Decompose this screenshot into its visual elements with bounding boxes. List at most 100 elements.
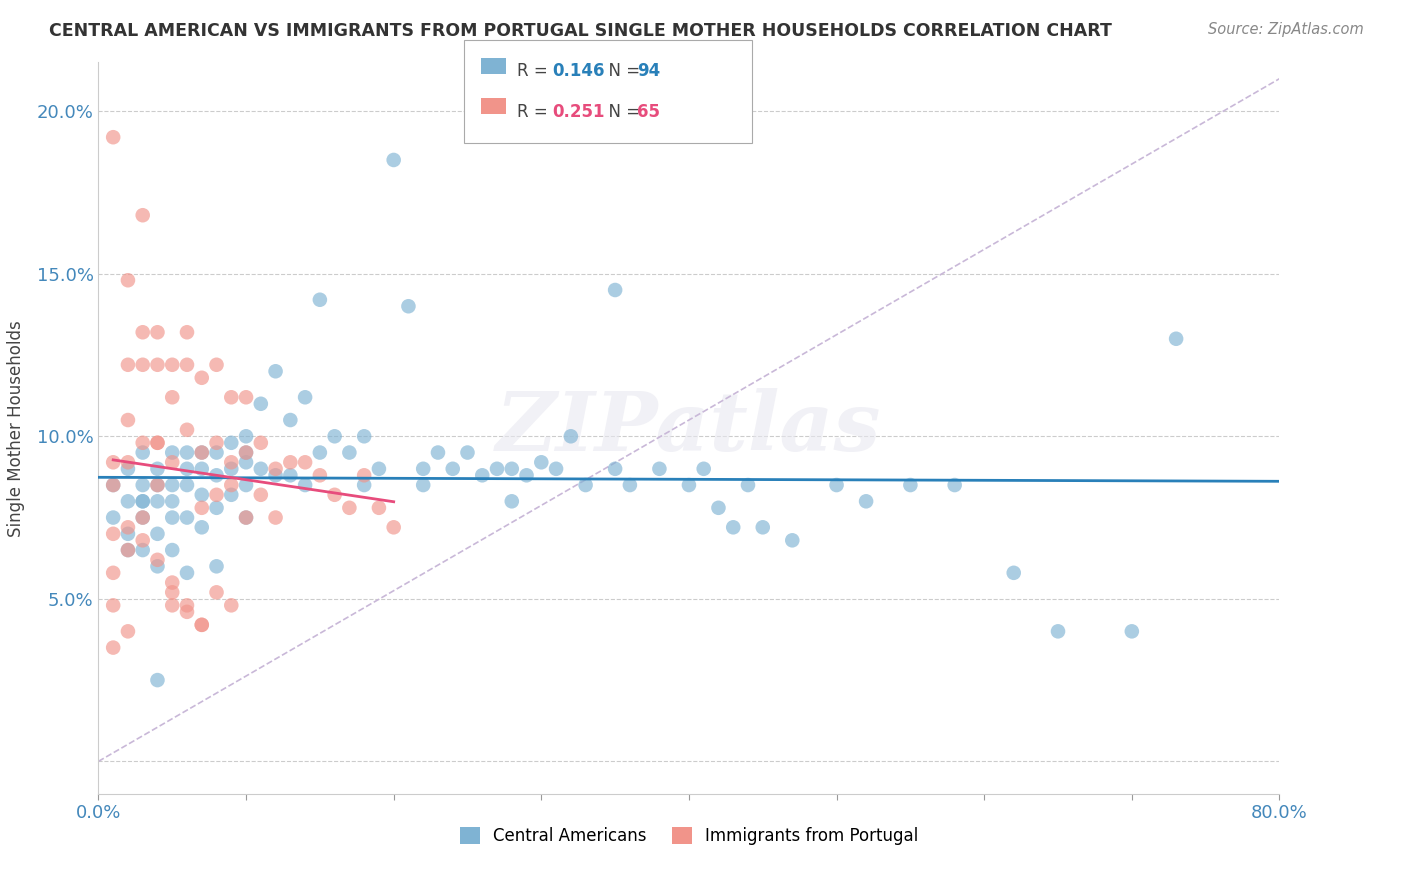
Point bbox=[264, 510, 287, 524]
Point bbox=[191, 445, 214, 459]
Point bbox=[132, 543, 155, 558]
Point bbox=[309, 445, 332, 459]
Point bbox=[605, 283, 627, 297]
Point bbox=[132, 510, 155, 524]
Text: 65: 65 bbox=[637, 103, 659, 120]
Point bbox=[943, 478, 966, 492]
Point bbox=[103, 455, 125, 469]
Point bbox=[176, 325, 198, 339]
Point bbox=[205, 468, 228, 483]
Point bbox=[103, 478, 125, 492]
Point bbox=[162, 445, 183, 459]
Point bbox=[1046, 624, 1070, 639]
Point bbox=[855, 494, 877, 508]
Text: ZIPatlas: ZIPatlas bbox=[496, 388, 882, 468]
Point bbox=[471, 468, 494, 483]
Point bbox=[191, 488, 214, 502]
Text: 0.146: 0.146 bbox=[553, 62, 605, 80]
Text: CENTRAL AMERICAN VS IMMIGRANTS FROM PORTUGAL SINGLE MOTHER HOUSEHOLDS CORRELATIO: CENTRAL AMERICAN VS IMMIGRANTS FROM PORT… bbox=[49, 22, 1112, 40]
Point bbox=[353, 468, 375, 483]
Point bbox=[1121, 624, 1143, 639]
Point bbox=[191, 617, 214, 632]
Point bbox=[723, 520, 745, 534]
Point bbox=[294, 455, 316, 469]
Point bbox=[235, 445, 257, 459]
Point bbox=[560, 429, 582, 443]
Point bbox=[825, 478, 848, 492]
Point bbox=[264, 364, 287, 378]
Point bbox=[353, 429, 375, 443]
Point bbox=[117, 543, 139, 558]
Point bbox=[132, 445, 155, 459]
Point bbox=[235, 455, 257, 469]
Point bbox=[191, 462, 214, 476]
Point bbox=[132, 358, 155, 372]
Point bbox=[132, 494, 155, 508]
Point bbox=[250, 397, 273, 411]
Point bbox=[191, 371, 214, 385]
Point bbox=[605, 462, 627, 476]
Point bbox=[146, 435, 169, 450]
Legend: Central Americans, Immigrants from Portugal: Central Americans, Immigrants from Portu… bbox=[453, 820, 925, 851]
Point bbox=[737, 478, 759, 492]
Point bbox=[221, 462, 243, 476]
Point bbox=[146, 526, 169, 541]
Point bbox=[486, 462, 509, 476]
Point bbox=[176, 358, 198, 372]
Point bbox=[205, 435, 228, 450]
Text: R =: R = bbox=[517, 62, 554, 80]
Point bbox=[162, 455, 183, 469]
Point bbox=[176, 599, 198, 613]
Text: R =: R = bbox=[517, 103, 554, 120]
Point bbox=[782, 533, 804, 548]
Point bbox=[235, 429, 257, 443]
Point bbox=[146, 673, 169, 687]
Point bbox=[176, 462, 198, 476]
Point bbox=[117, 494, 139, 508]
Point bbox=[162, 575, 183, 590]
Point bbox=[235, 445, 257, 459]
Text: N =: N = bbox=[598, 62, 645, 80]
Point bbox=[146, 553, 169, 567]
Point bbox=[648, 462, 671, 476]
Point bbox=[309, 293, 332, 307]
Point bbox=[427, 445, 450, 459]
Point bbox=[117, 462, 139, 476]
Point bbox=[250, 462, 273, 476]
Point bbox=[221, 455, 243, 469]
Point bbox=[280, 413, 302, 427]
Point bbox=[146, 358, 169, 372]
Point bbox=[191, 617, 214, 632]
Point bbox=[221, 435, 243, 450]
Point bbox=[619, 478, 641, 492]
Point bbox=[191, 500, 214, 515]
Point bbox=[235, 478, 257, 492]
Point bbox=[339, 500, 361, 515]
Point bbox=[707, 500, 730, 515]
Point bbox=[205, 585, 228, 599]
Point bbox=[693, 462, 716, 476]
Point bbox=[382, 520, 405, 534]
Point bbox=[176, 478, 198, 492]
Point bbox=[501, 494, 523, 508]
Point bbox=[546, 462, 568, 476]
Point bbox=[235, 390, 257, 404]
Point bbox=[132, 510, 155, 524]
Point bbox=[368, 500, 391, 515]
Point bbox=[368, 462, 391, 476]
Point bbox=[146, 559, 169, 574]
Point bbox=[191, 445, 214, 459]
Point bbox=[457, 445, 479, 459]
Point bbox=[176, 423, 198, 437]
Point bbox=[221, 488, 243, 502]
Point bbox=[176, 510, 198, 524]
Point bbox=[117, 273, 139, 287]
Point bbox=[162, 599, 183, 613]
Point bbox=[250, 488, 273, 502]
Point bbox=[132, 208, 155, 222]
Point bbox=[382, 153, 405, 167]
Point bbox=[176, 566, 198, 580]
Point bbox=[264, 468, 287, 483]
Point bbox=[132, 435, 155, 450]
Point bbox=[205, 559, 228, 574]
